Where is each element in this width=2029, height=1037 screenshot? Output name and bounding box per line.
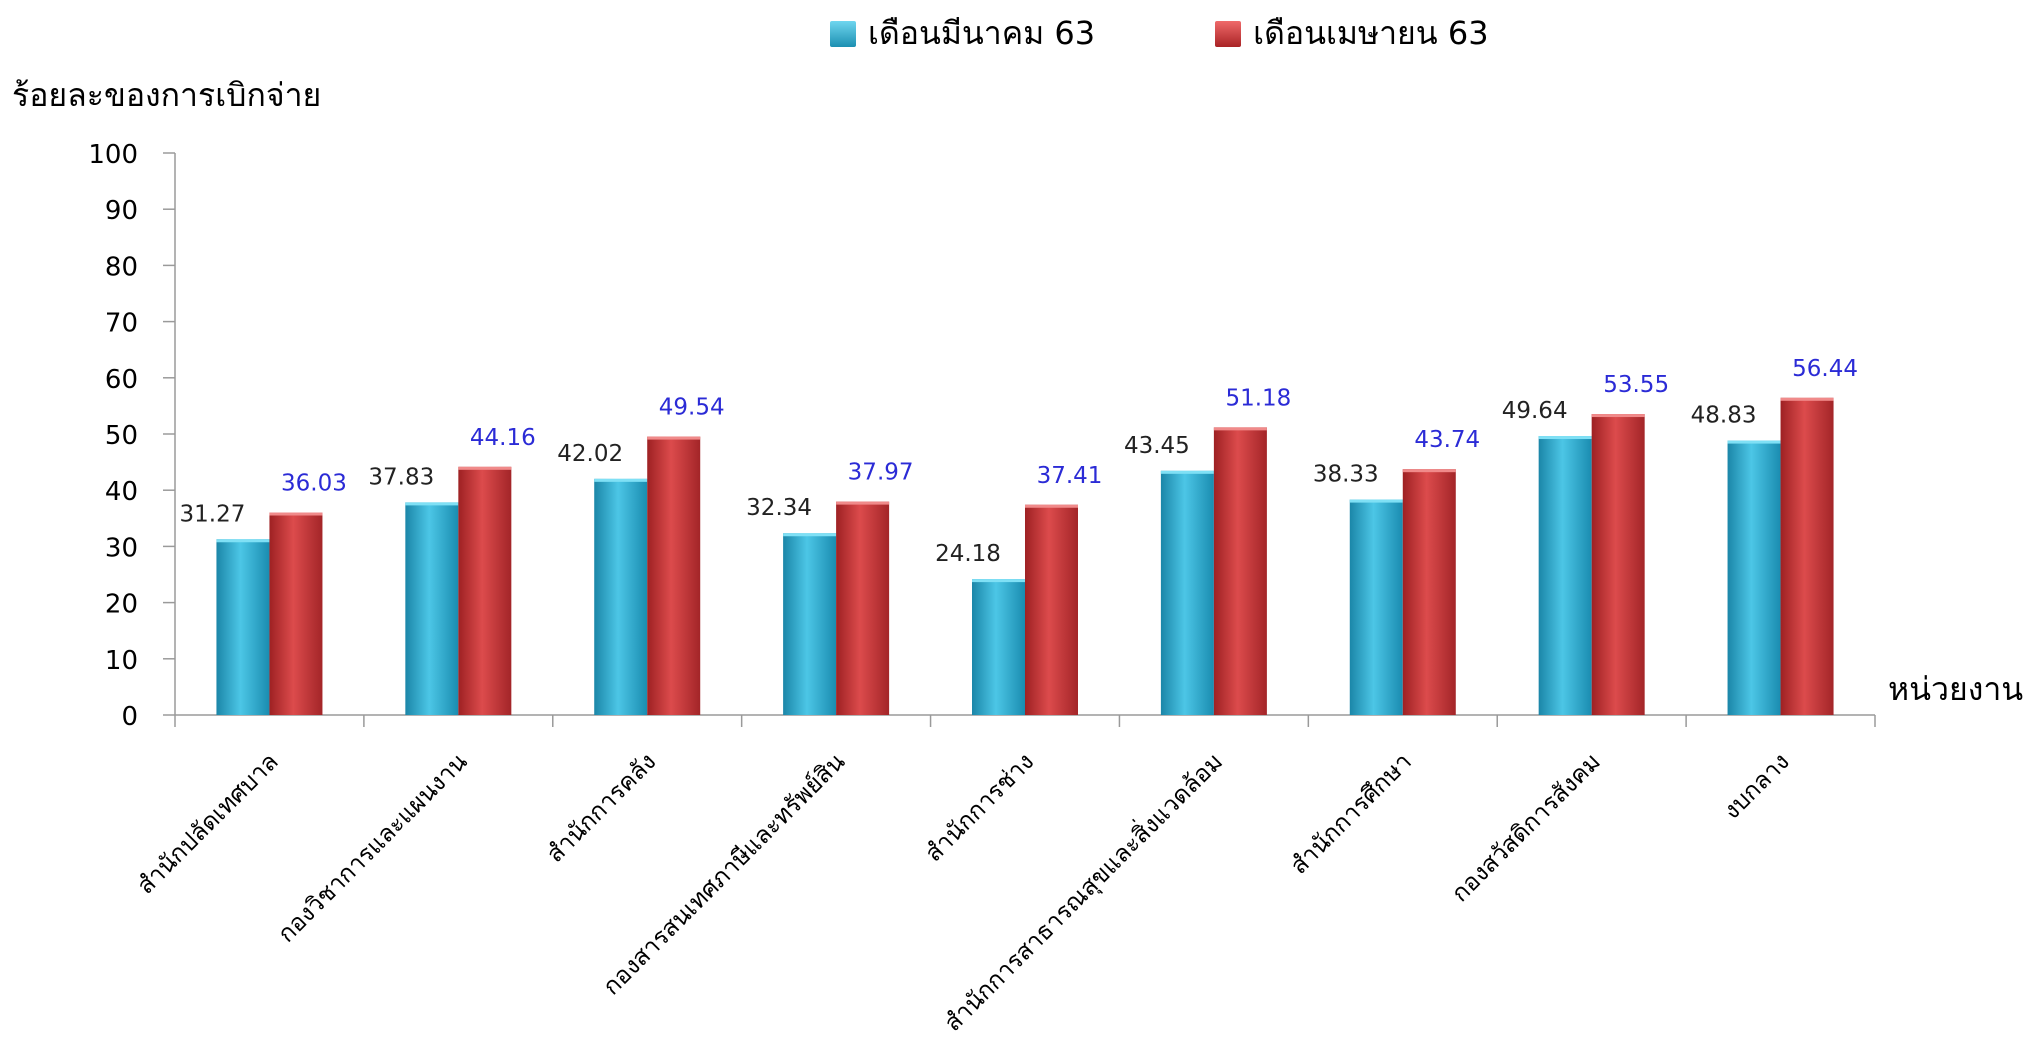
bar-march: [972, 579, 1025, 715]
x-tick-label: กองสวัสดิการสังคม: [1446, 747, 1606, 907]
data-label-march: 43.45: [1124, 433, 1190, 459]
bar-top-highlight: [783, 533, 837, 537]
data-label-april: 43.74: [1414, 427, 1480, 453]
x-tick-label: สำนักการคลัง: [541, 747, 662, 868]
data-label-march: 38.33: [1313, 462, 1379, 488]
data-label-march: 24.18: [935, 541, 1001, 567]
y-tick-label: 100: [88, 140, 138, 170]
bar-april: [458, 466, 512, 715]
bar-march: [1160, 470, 1214, 715]
y-tick-label: 0: [121, 702, 138, 732]
bar-top-highlight: [1780, 397, 1834, 401]
y-tick-label: 20: [105, 590, 138, 620]
bar-april: [1025, 504, 1078, 715]
bar-march: [783, 533, 837, 715]
bar-april: [1591, 414, 1645, 715]
x-tick-label: กองวิชาการและแผนงาน: [272, 747, 472, 947]
data-label-april: 37.97: [848, 460, 914, 486]
bar-top-highlight: [1160, 470, 1214, 474]
y-tick-label: 70: [105, 309, 138, 339]
x-tick-label: สำนักการศึกษา: [1285, 747, 1417, 879]
legend: เดือนมีนาคม 63 เดือนเมษายน 63: [830, 8, 1599, 59]
data-label-march: 31.27: [180, 501, 246, 527]
bar-april: [269, 512, 323, 715]
bar-top-highlight: [405, 502, 459, 506]
bar-march: [1538, 436, 1592, 715]
bar-top-highlight: [1727, 440, 1781, 444]
data-label-april: 36.03: [281, 471, 347, 497]
bar-top-highlight: [972, 579, 1025, 583]
bar-top-highlight: [1349, 499, 1403, 503]
legend-label-march: เดือนมีนาคม 63: [868, 14, 1096, 52]
bar-top-highlight: [1591, 414, 1645, 418]
bar-top-highlight: [836, 501, 890, 505]
legend-item-march: เดือนมีนาคม 63: [830, 8, 1095, 59]
data-label-march: 48.83: [1691, 403, 1757, 429]
data-label-april: 37.41: [1037, 463, 1103, 489]
bar-march: [1349, 499, 1403, 715]
x-axis-title: หน่วยงาน: [1888, 670, 2024, 708]
legend-label-april: เดือนเมษายน 63: [1253, 14, 1489, 52]
bar-top-highlight: [1402, 469, 1456, 473]
data-label-april: 51.18: [1225, 385, 1291, 411]
data-label-april: 56.44: [1792, 356, 1858, 382]
bar-top-highlight: [647, 436, 701, 440]
legend-swatch-april: [1215, 20, 1242, 47]
bar-march: [1727, 440, 1781, 715]
x-tick-label: สำนักปลัดเทศบาล: [131, 747, 283, 899]
bar-top-highlight: [1538, 436, 1592, 440]
bar-april: [1402, 469, 1456, 715]
bar-april: [1780, 397, 1834, 715]
data-label-march: 37.83: [368, 464, 434, 490]
x-tick-label: งบกลาง: [1717, 747, 1794, 824]
data-label-april: 44.16: [470, 425, 536, 451]
y-tick-label: 50: [105, 421, 138, 451]
data-label-march: 32.34: [746, 495, 812, 521]
bar-top-highlight: [1025, 504, 1078, 508]
bar-top-highlight: [458, 466, 512, 470]
bar-top-highlight: [594, 478, 648, 482]
bar-april: [647, 436, 701, 715]
data-label-march: 42.02: [557, 441, 623, 467]
bar-top-highlight: [216, 539, 270, 543]
bar-march: [405, 502, 459, 715]
y-tick-label: 10: [105, 646, 138, 676]
y-tick-label: 90: [105, 196, 138, 226]
bar-top-highlight: [1213, 427, 1267, 431]
legend-item-april: เดือนเมษายน 63: [1215, 8, 1489, 59]
x-tick-label: สำนักการช่าง: [919, 747, 1039, 867]
data-label-april: 53.55: [1603, 372, 1669, 398]
y-tick-label: 30: [105, 533, 138, 563]
data-label-march: 49.64: [1502, 398, 1568, 424]
bar-april: [1213, 427, 1267, 715]
data-label-april: 49.54: [659, 395, 725, 421]
bar-march: [594, 478, 648, 715]
legend-swatch-march: [830, 20, 856, 47]
y-tick-label: 40: [105, 477, 138, 507]
bar-top-highlight: [269, 512, 323, 516]
bar-march: [216, 539, 270, 715]
bar-april: [836, 501, 890, 715]
y-axis-title: ร้อยละของการเบิกจ่าย: [12, 76, 322, 114]
y-tick-label: 80: [105, 252, 138, 282]
y-tick-label: 60: [105, 365, 138, 395]
